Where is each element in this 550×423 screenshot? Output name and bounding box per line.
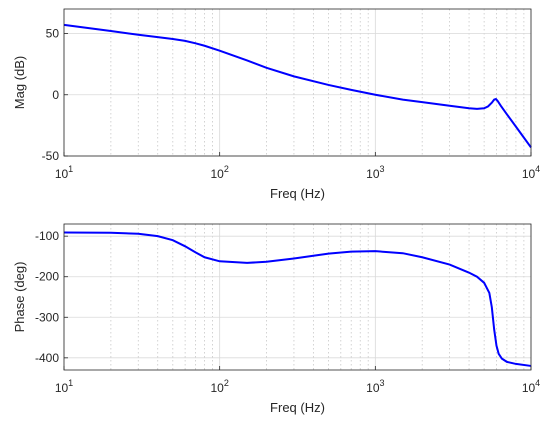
mag-xtick-label: 104 (522, 164, 540, 181)
mag-xtick-exponent: 1 (68, 164, 73, 174)
mag-ytick-label: 0 (52, 88, 59, 102)
phase-xtick-label: 103 (366, 378, 384, 395)
phase-ytick-label: -300 (35, 310, 59, 324)
phase-xtick-label: 104 (522, 378, 540, 395)
mag-xtick-label: 103 (366, 164, 384, 181)
phase-xlabel: Freq (Hz) (270, 400, 325, 415)
phase-xtick-label: 102 (210, 378, 228, 395)
mag-xlabel: Freq (Hz) (270, 186, 325, 201)
phase-xtick-exponent: 2 (224, 378, 229, 388)
mag-xtick-exponent: 2 (224, 164, 229, 174)
phase-xtick-label: 101 (55, 378, 73, 395)
mag-xtick-label: 101 (55, 164, 73, 181)
phase-grid (63, 224, 532, 370)
mag-xtick-exponent: 3 (380, 164, 385, 174)
mag-grid (63, 9, 532, 157)
mag-axes-box (63, 8, 532, 157)
mag-ylabel: Mag (dB) (12, 56, 27, 109)
mag-xtick-label: 102 (210, 164, 228, 181)
phase-ytick-label: -200 (35, 270, 59, 284)
phase-axes-box (63, 223, 532, 371)
phase-ytick-label: -400 (35, 351, 59, 365)
phase-ytick-label: -100 (35, 229, 59, 243)
phase-xtick-exponent: 4 (535, 378, 540, 388)
mag-curve (63, 23, 532, 149)
mag-ytick-label: 50 (46, 27, 60, 41)
phase-xtick-exponent: 1 (68, 378, 73, 388)
phase-ylabel: Phase (deg) (12, 262, 27, 333)
phase-plot: -100 -200 -300 -400 101 102 103 104 Freq (Hz) Pha… (12, 223, 540, 415)
mag-ytick-label: -50 (42, 149, 60, 163)
phase-xtick-exponent: 3 (380, 378, 385, 388)
phase-curve (63, 231, 532, 367)
mag-xtick-exponent: 4 (535, 164, 540, 174)
